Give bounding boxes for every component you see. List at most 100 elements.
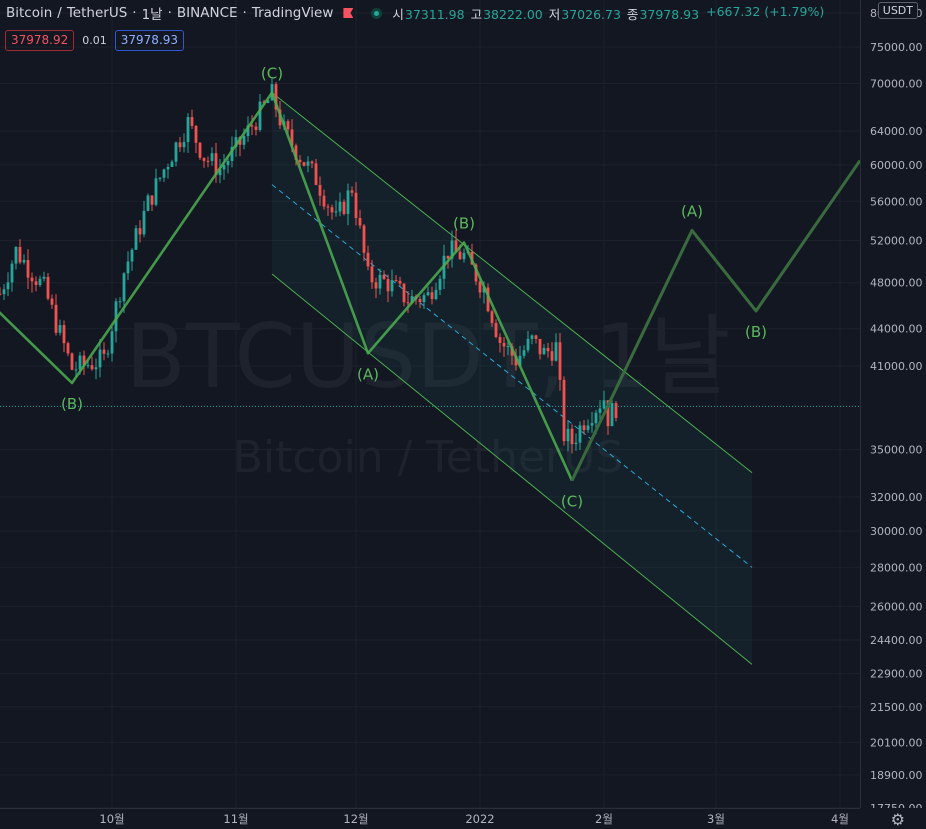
- source-label: TradingView: [251, 5, 334, 21]
- candle-body: [614, 403, 618, 418]
- sell-button[interactable]: 37978.92: [5, 30, 75, 51]
- candle-body: [178, 142, 182, 148]
- buy-button[interactable]: 37978.93: [114, 30, 185, 51]
- candle-body: [14, 247, 18, 264]
- exchange-label: BINANCE: [176, 5, 238, 21]
- price-tick-label: 30000.00: [870, 525, 923, 538]
- candle-body: [346, 190, 350, 214]
- candle-body: [202, 157, 206, 161]
- candle-body: [426, 292, 430, 296]
- candle-body: [398, 280, 402, 284]
- time-tick-label: 3월: [707, 812, 725, 826]
- symbol-watermark: BTCUSDT, 1날 Bitcoin / TetherUS: [125, 305, 730, 483]
- wave-label: (A): [357, 365, 379, 383]
- symbol-separator: /: [57, 5, 62, 21]
- candle-body: [498, 336, 502, 343]
- candle-body: [138, 228, 142, 235]
- candle-body: [354, 192, 358, 219]
- candle-body: [106, 353, 110, 355]
- candle-body: [478, 281, 482, 293]
- candle-body: [542, 347, 546, 355]
- candle-body: [50, 298, 54, 305]
- price-tick-label: 26000.00: [870, 600, 923, 613]
- time-tick-label: 10월: [99, 812, 124, 826]
- price-tick-label: 44000.00: [870, 323, 923, 336]
- gear-icon[interactable]: ⚙: [890, 810, 905, 829]
- candle-body: [102, 349, 106, 354]
- candle-body: [74, 369, 78, 371]
- quote-name[interactable]: TetherUS: [66, 5, 128, 21]
- candle-body: [266, 100, 270, 103]
- price-tick-label: 48000.00: [870, 277, 923, 290]
- candle-body: [586, 425, 590, 430]
- channel-mid-line[interactable]: [271, 184, 753, 568]
- candle-body: [406, 302, 410, 304]
- candle-body: [210, 153, 214, 161]
- candle-body: [326, 206, 330, 208]
- candle-body: [554, 342, 558, 361]
- candle-body: [394, 280, 398, 282]
- candle-body: [606, 400, 610, 427]
- time-tick-label: 11월: [223, 812, 248, 826]
- ohlc-values: 시37311.98 고38222.00 저37026.73 종37978.93 …: [392, 4, 824, 23]
- candle-body: [574, 442, 578, 445]
- candle-body: [294, 145, 298, 160]
- channel-upper-line[interactable]: [271, 92, 753, 474]
- price-tick-label: 18900.00: [870, 769, 923, 782]
- candle-body: [418, 299, 422, 303]
- candle-body: [322, 195, 326, 207]
- candle-body: [286, 121, 290, 130]
- candle-body: [298, 159, 302, 163]
- regression-channel[interactable]: [271, 92, 753, 665]
- candle-body: [234, 137, 238, 147]
- candle-body: [82, 355, 86, 366]
- currency-button[interactable]: USDT: [877, 2, 918, 19]
- candle-body: [222, 165, 226, 170]
- time-tick-label: 2월: [595, 812, 613, 826]
- price-tick-label: 41000.00: [870, 360, 923, 373]
- time-axis[interactable]: 10월 11월 12월 2022 2월 3월 4월: [0, 808, 926, 829]
- candle-body: [62, 325, 66, 344]
- candle-body: [70, 353, 74, 370]
- candle-body: [30, 277, 34, 282]
- candle-body: [302, 162, 306, 166]
- header-spacer-2: ·: [167, 5, 172, 21]
- price-tick-label: 32000.00: [870, 491, 923, 504]
- time-tick-label: 2022: [465, 812, 494, 826]
- channel-lower-line[interactable]: [271, 273, 753, 665]
- candle-body: [310, 161, 314, 164]
- wave-line[interactable]: [0, 91, 574, 482]
- candle-body: [518, 355, 522, 366]
- candle-body: [134, 228, 138, 250]
- candle-body: [54, 304, 58, 333]
- candle-body: [514, 355, 518, 366]
- candle-body: [226, 160, 230, 166]
- candle-body: [142, 210, 146, 235]
- market-open-icon: [371, 7, 383, 19]
- candle-body: [462, 252, 466, 260]
- price-axis[interactable]: 80000.0075000.0070000.0064000.0060000.00…: [860, 0, 926, 829]
- interval-label[interactable]: 1날: [141, 7, 163, 23]
- candle-body: [358, 218, 362, 226]
- candle-body: [598, 408, 602, 413]
- flag-icon[interactable]: [343, 8, 354, 18]
- candle-body: [422, 295, 426, 303]
- candle-body: [254, 126, 258, 130]
- ohlc-change: +667.32 (+1.79%): [706, 3, 825, 19]
- elliott-wave-lines[interactable]: [0, 91, 862, 482]
- ohlc-open: 시37311.98: [392, 6, 465, 22]
- wave-projection-line[interactable]: [570, 159, 862, 482]
- candle-body: [154, 178, 158, 205]
- candle-body: [486, 287, 490, 312]
- wave-label: (C): [261, 65, 283, 83]
- candle-body: [110, 331, 114, 354]
- wave-label: (B): [61, 395, 83, 413]
- candle-body: [578, 425, 582, 443]
- candle-body: [6, 282, 10, 290]
- candle-body: [550, 351, 554, 361]
- candle-body: [562, 379, 566, 442]
- candle-body: [10, 263, 14, 283]
- candle-body: [118, 301, 122, 303]
- symbol-name[interactable]: Bitcoin: [6, 5, 53, 21]
